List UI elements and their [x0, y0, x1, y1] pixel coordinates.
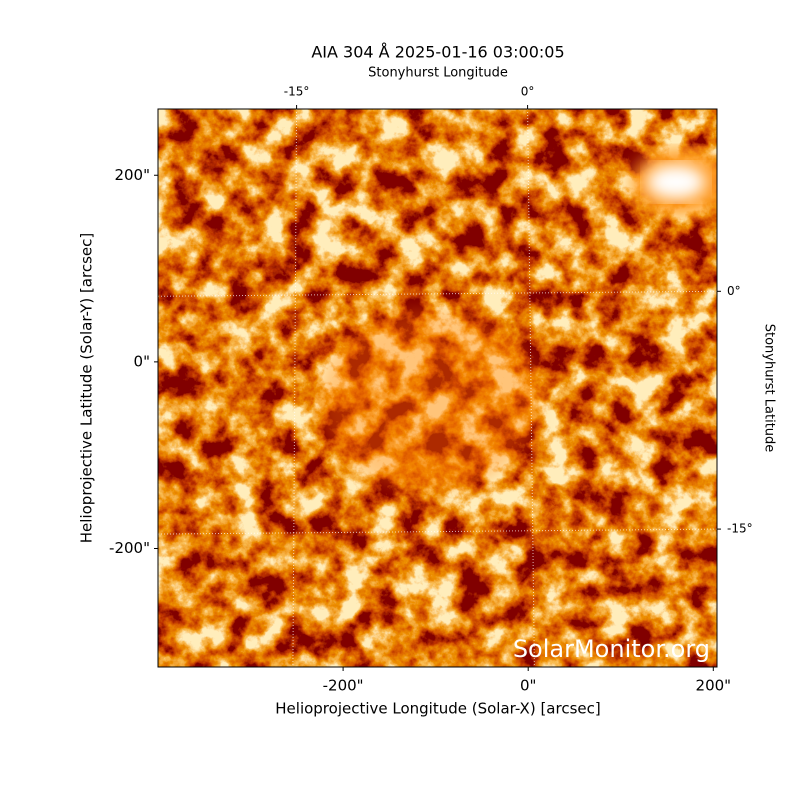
x-tick-label: 200" — [696, 677, 732, 695]
x2-tick-label: 0° — [521, 85, 535, 99]
y-tick-label: 200" — [114, 166, 150, 184]
y-axis-label: Helioprojective Latitude (Solar-Y) [arcs… — [78, 233, 96, 543]
solar-image — [158, 109, 717, 667]
grid-line — [527, 109, 535, 667]
y-tick-label: 0" — [134, 352, 150, 370]
y2-axis-label: Stonyhurst Latitude — [762, 324, 777, 453]
y2-tick-label: -15° — [727, 522, 753, 536]
x2-axis-label: Stonyhurst Longitude — [368, 66, 508, 81]
grid-line — [292, 109, 298, 667]
y2-tick-label: 0° — [727, 284, 741, 298]
x-tick-label: -200" — [323, 677, 364, 695]
x-axis-label: Helioprojective Longitude (Solar-X) [arc… — [275, 700, 600, 718]
plot-frame — [157, 108, 718, 668]
x-tick-label: 0" — [520, 677, 536, 695]
grid-line — [158, 290, 717, 297]
watermark: SolarMonitor.org — [513, 635, 710, 663]
y-tick-label: -200" — [109, 539, 150, 557]
chart-title: AIA 304 Å 2025-01-16 03:00:05 — [311, 43, 564, 62]
x2-tick-label: -15° — [284, 85, 310, 99]
grid-line — [158, 528, 717, 535]
